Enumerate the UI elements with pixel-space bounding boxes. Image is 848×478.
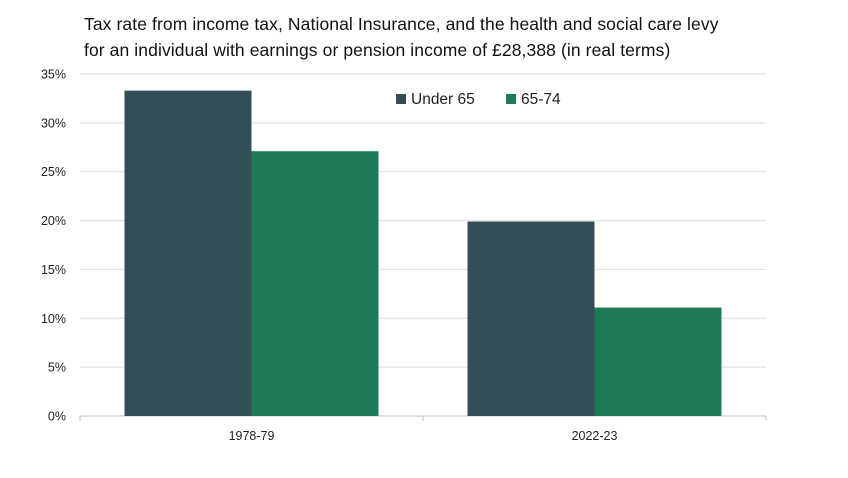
chart-title-line-1: Tax rate from income tax, National Insur… [84, 14, 719, 34]
y-tick-label: 5% [48, 361, 66, 375]
y-tick-label: 10% [41, 312, 66, 326]
legend-label-65-74: 65-74 [521, 91, 561, 108]
legend-swatch-under-65 [396, 94, 406, 104]
bar-65-74-2022-23 [594, 307, 722, 416]
legend-swatch-65-74 [506, 94, 516, 104]
y-tick-label: 30% [41, 116, 66, 130]
chart-title: Tax rate from income tax, National Insur… [84, 11, 834, 63]
x-tick-label: 2022-23 [572, 429, 618, 443]
x-tick-label: 1978-79 [229, 429, 275, 443]
y-tick-label: 25% [41, 165, 66, 179]
y-tick-label: 0% [48, 410, 66, 424]
y-tick-label: 20% [41, 214, 66, 228]
legend-label-under-65: Under 65 [411, 91, 475, 108]
y-tick-label: 35% [41, 68, 66, 82]
bar-under-65-2022-23 [467, 221, 595, 416]
bar-65-74-1978-79 [251, 151, 379, 417]
y-tick-label: 15% [41, 263, 66, 277]
chart-title-line-2: for an individual with earnings or pensi… [84, 40, 671, 60]
bar-under-65-1978-79 [124, 90, 252, 417]
